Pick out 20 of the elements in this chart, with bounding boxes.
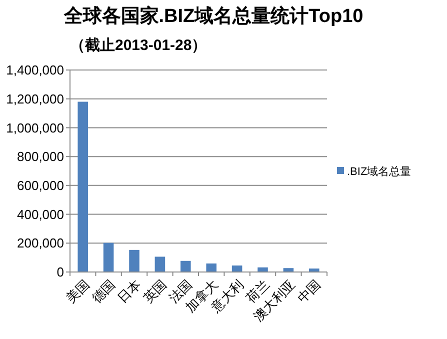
legend-label: .BIZ域名总量 bbox=[347, 164, 412, 178]
y-tick-label: 1,000,000 bbox=[6, 120, 64, 136]
y-tick-label: 600,000 bbox=[17, 178, 64, 193]
y-tick-label: 1,400,000 bbox=[6, 62, 64, 78]
y-tick-label: 200,000 bbox=[17, 236, 64, 251]
bar bbox=[103, 242, 114, 272]
y-tick-label: 1,200,000 bbox=[6, 91, 64, 106]
y-tick-label: 400,000 bbox=[17, 206, 64, 222]
bar bbox=[78, 102, 88, 272]
bar bbox=[232, 266, 242, 272]
x-tick-label: 中国 bbox=[295, 277, 324, 306]
bar bbox=[180, 260, 191, 272]
bar bbox=[129, 250, 140, 272]
y-tick-label: 800,000 bbox=[17, 149, 64, 164]
chart-title: 全球各国家.BIZ域名总量统计Top10 bbox=[62, 5, 364, 27]
bar bbox=[154, 256, 166, 272]
y-tick-label: 0 bbox=[56, 264, 64, 280]
bar bbox=[206, 263, 216, 272]
x-tick-label: 英国 bbox=[141, 277, 170, 306]
chart-subtitle: （截止2013-01-28） bbox=[70, 37, 207, 54]
